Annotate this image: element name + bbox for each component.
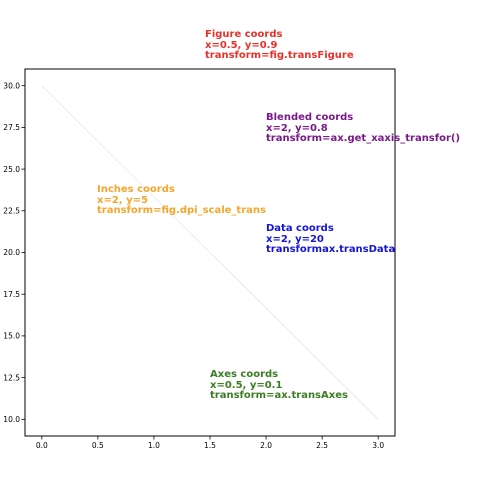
y-tick-label: 12.5	[3, 373, 20, 382]
y-tick-label: 20.0	[3, 248, 20, 257]
x-tick-label: 2.0	[260, 441, 272, 450]
annotation-inches-line-2: x=2, y=5	[97, 194, 148, 206]
x-tick-label: 3.0	[372, 441, 384, 450]
x-tick-label: 1.0	[148, 441, 160, 450]
annotation-axes-line-2: x=0.5, y=0.1	[210, 379, 283, 391]
x-tick-label: 0.0	[36, 441, 48, 450]
y-tick-label: 17.5	[3, 290, 20, 299]
annotation-blended-line-3: transform=ax.get_xaxis_transfor()	[266, 133, 461, 144]
x-tick-label: 0.5	[92, 441, 104, 450]
annotation-blended-line-1: Blended coords	[266, 112, 354, 123]
annotation-figure-line-3: transform=fig.transFigure	[205, 50, 354, 61]
x-tick-label: 1.5	[204, 441, 216, 450]
annotation-figure-line-2: x=0.5, y=0.9	[205, 39, 278, 51]
y-axis-ticks: 10.0 12.5 15.0 17.5 20.0 22.5 25.0 27.5 30.0	[3, 81, 25, 424]
annotation-blended-line-2: x=2, y=0.8	[266, 122, 328, 134]
annotation-inches-line-1: Inches coords	[97, 184, 175, 195]
y-tick-label: 10.0	[3, 415, 20, 424]
y-tick-label: 22.5	[3, 206, 20, 215]
annotation-inches-line-3: transform=fig.dpi_scale_trans	[97, 205, 266, 216]
y-tick-label: 25.0	[3, 165, 20, 174]
annotation-figure-coords: Figure coords x=0.5, y=0.9 transform=fig…	[205, 29, 354, 62]
y-tick-label: 15.0	[3, 332, 20, 341]
annotation-inches-coords: Inches coords x=2, y=5 transform=fig.dpi…	[97, 184, 266, 217]
x-tick-label: 2.5	[316, 441, 328, 450]
annotation-data-coords: Data coords x=2, y=20 transformax.transD…	[266, 223, 396, 256]
annotation-data-line-3: transformax.transData	[266, 244, 396, 255]
annotation-blended-coords: Blended coords x=2, y=0.8 transform=ax.g…	[266, 112, 461, 145]
annotation-axes-coords: Axes coords x=0.5, y=0.1 transform=ax.tr…	[210, 369, 348, 402]
annotation-figure-line-1: Figure coords	[205, 29, 283, 40]
y-tick-label: 27.5	[3, 123, 20, 132]
annotation-data-line-1: Data coords	[266, 223, 334, 234]
annotation-axes-line-1: Axes coords	[210, 369, 279, 380]
y-tick-label: 30.0	[3, 81, 20, 90]
annotation-axes-line-3: transform=ax.transAxes	[210, 390, 348, 401]
series-line	[41, 85, 379, 420]
annotation-data-line-2: x=2, y=20	[266, 233, 324, 245]
axes-frame	[24, 68, 396, 437]
x-axis-ticks: 0.0 0.5 1.0 1.5 2.0 2.5 3.0	[36, 436, 384, 450]
